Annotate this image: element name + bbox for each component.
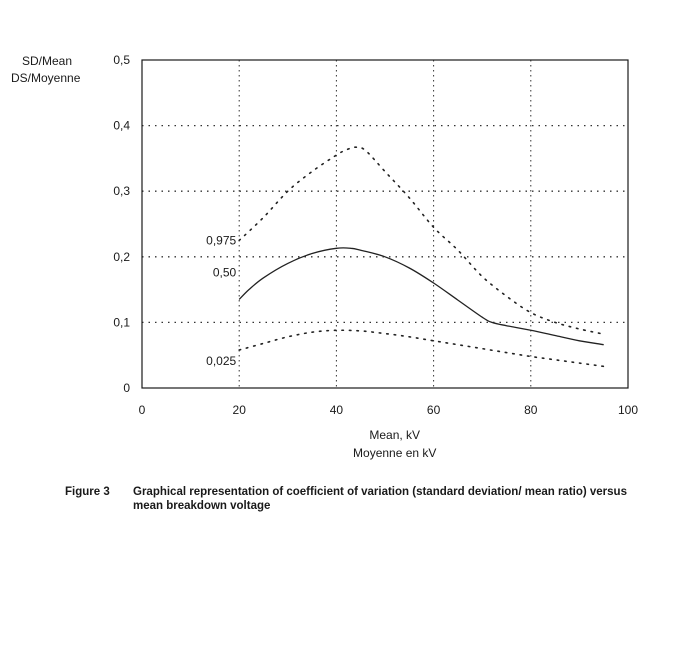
curve-label: 0,025 [206, 354, 236, 368]
x-tick-label: 80 [524, 403, 538, 417]
y-tick-label: 0,3 [113, 184, 130, 198]
x-axis-label-line-1: Mean, kV [369, 428, 421, 442]
x-tick-label: 40 [330, 403, 344, 417]
series-line-0-025 [238, 329, 605, 368]
y-tick-label: 0,5 [113, 53, 130, 67]
y-tick-label: 0,4 [113, 119, 130, 133]
series-line-0-50 [238, 247, 604, 346]
y-tick-label: 0,1 [113, 315, 130, 329]
x-tick-label: 100 [618, 403, 638, 417]
series-line-0-975 [238, 146, 605, 335]
x-tick-label: 60 [427, 403, 441, 417]
y-tick-label: 0 [123, 381, 130, 395]
grid-lines [142, 60, 628, 388]
figure-caption-text: Graphical representation of coefficient … [133, 486, 627, 512]
y-tick-label: 0,2 [113, 250, 130, 264]
series-lines [238, 146, 605, 368]
y-axis-label-line-2: DS/Moyenne [11, 71, 81, 85]
y-axis-label-line-1: SD/Mean [22, 54, 73, 68]
x-axis-label-line-2: Moyenne en kV [353, 446, 437, 460]
figure-number: Figure 3 [65, 486, 110, 498]
figure-caption: Figure 3 Graphical representation of coef… [65, 485, 665, 513]
tick-labels: 0 20 40 60 80 100 0 0,1 0,2 0,3 0,4 0,5 [113, 53, 638, 417]
plot-frame [141, 59, 629, 389]
plot-border [141, 59, 629, 389]
curve-label: 0,50 [213, 265, 237, 279]
x-tick-label: 0 [139, 403, 146, 417]
x-tick-label: 20 [233, 403, 247, 417]
curve-labels: 0,975 0,50 0,025 [206, 233, 236, 368]
curve-label: 0,975 [206, 233, 236, 247]
